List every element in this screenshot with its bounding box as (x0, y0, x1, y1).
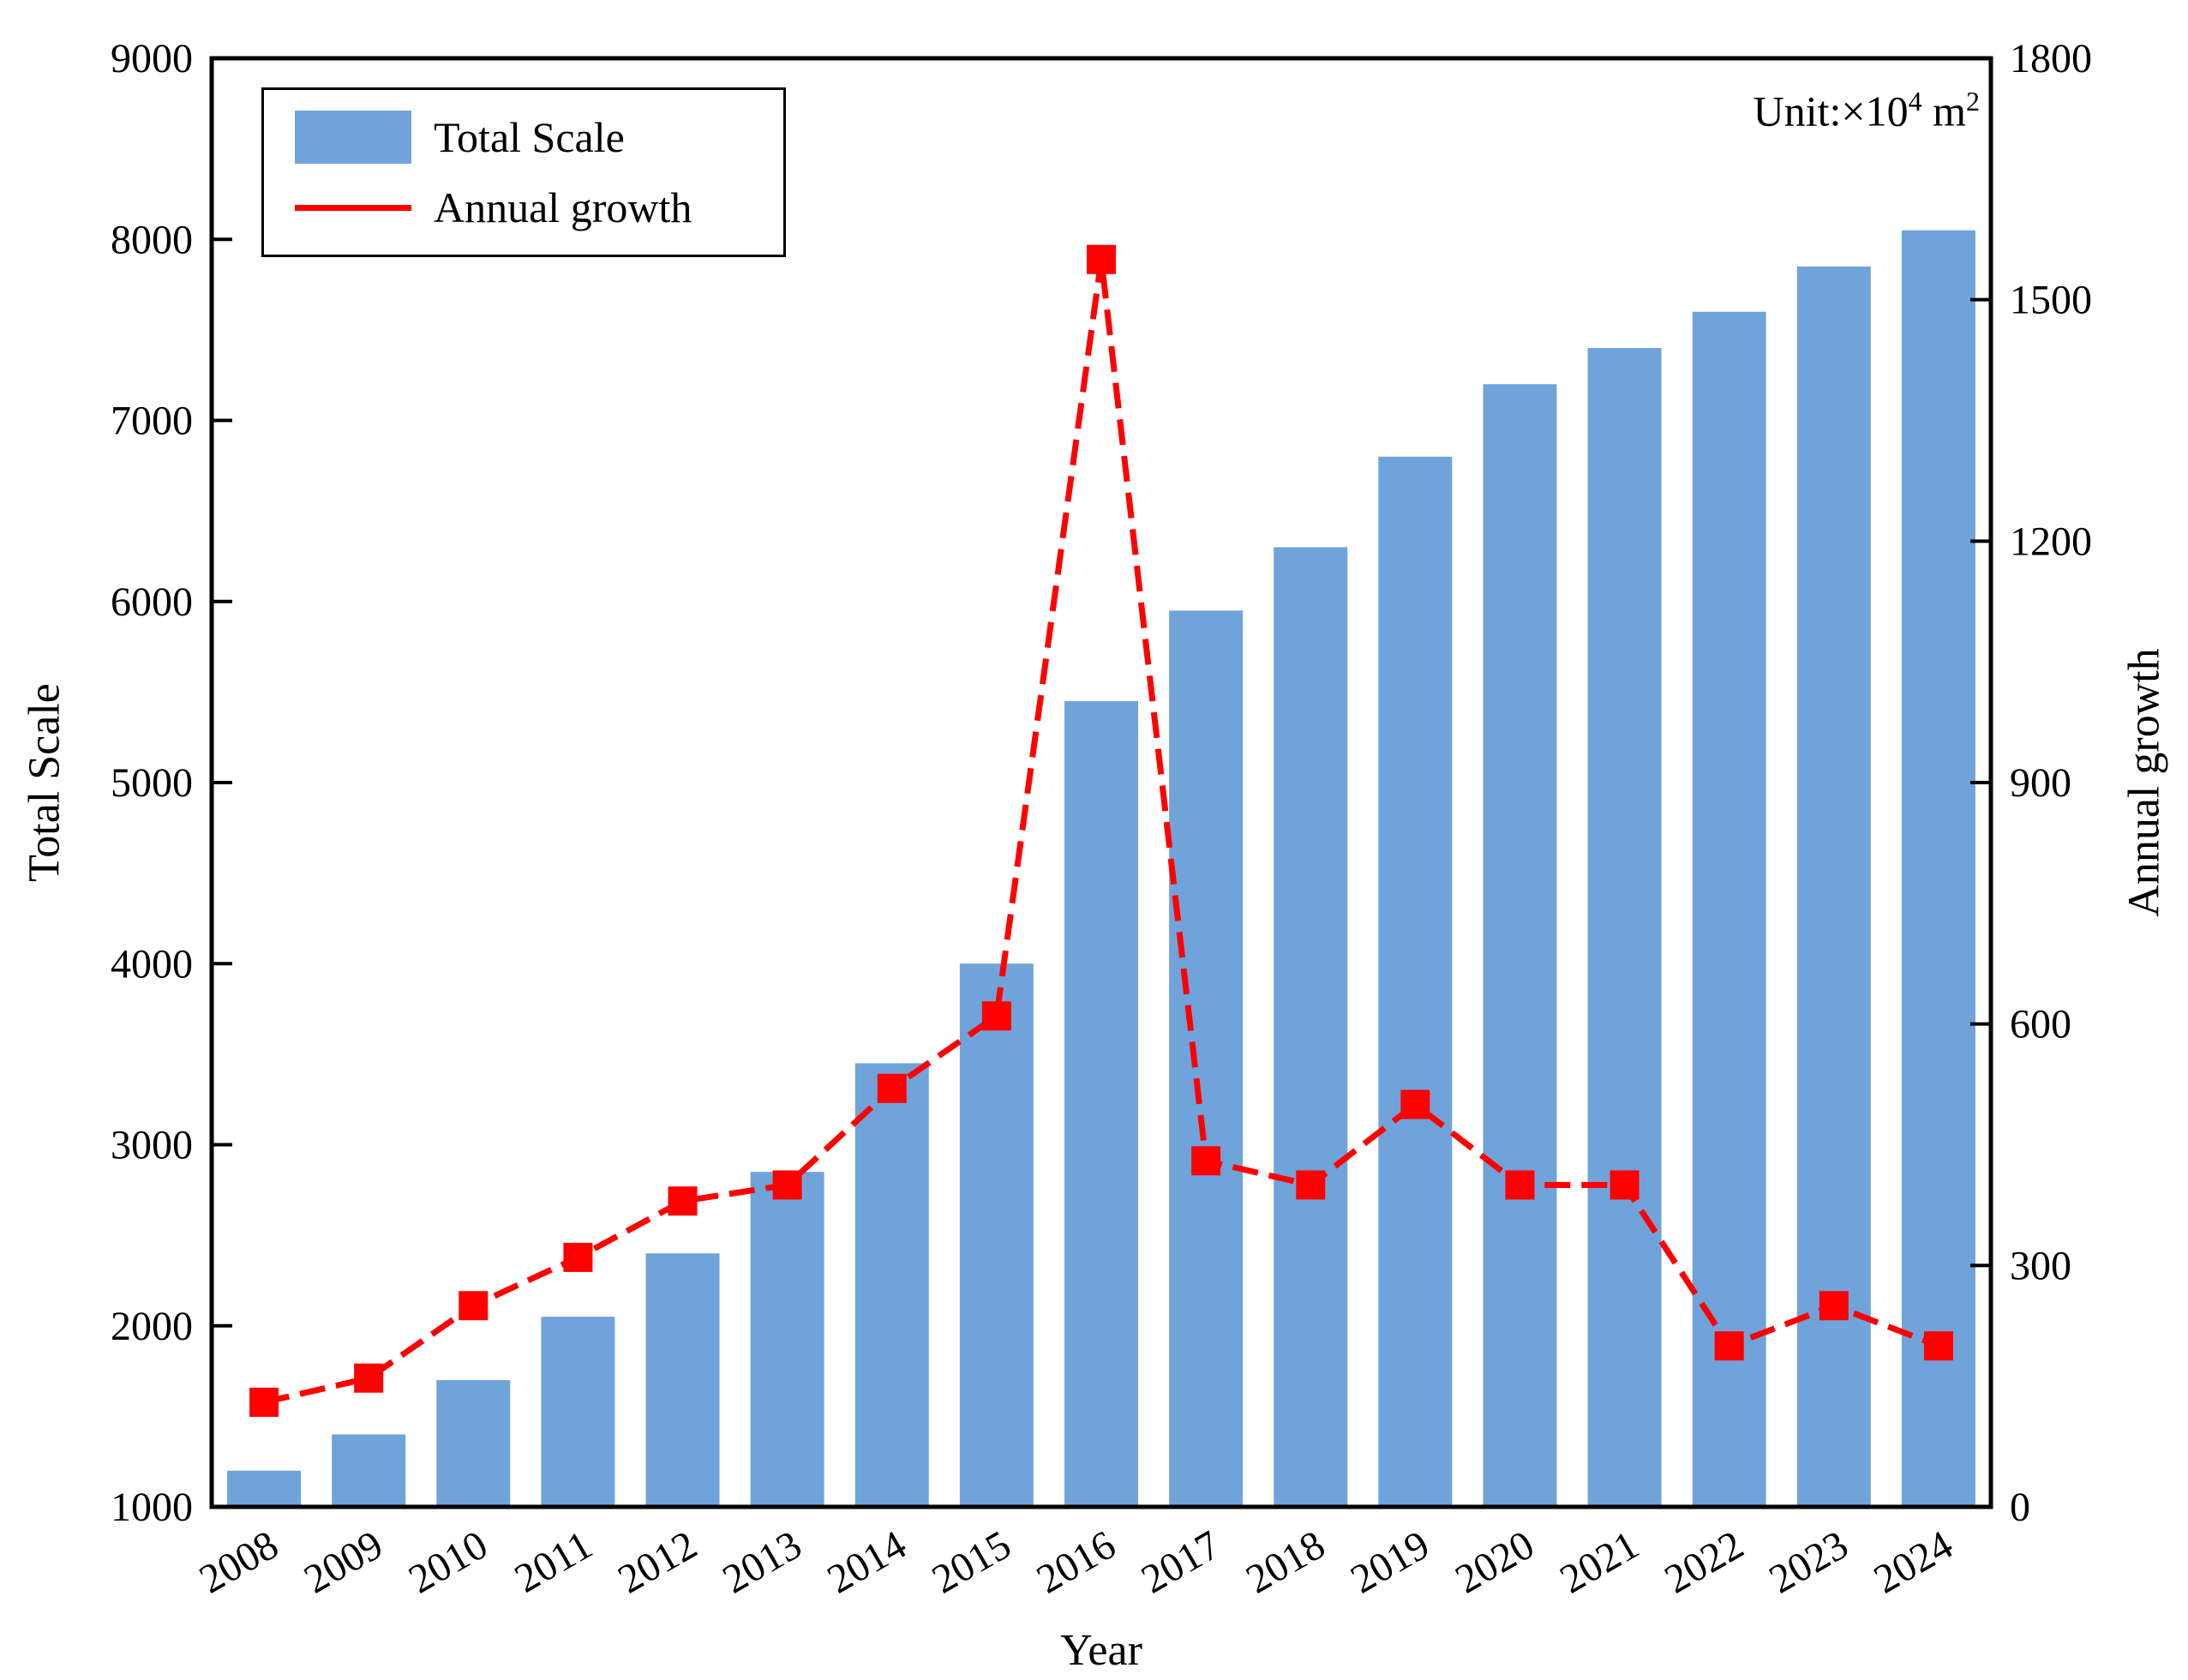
y-left-tick-label: 7000 (111, 399, 193, 444)
line-marker (772, 1170, 802, 1200)
line-marker (1296, 1170, 1326, 1200)
y-left-tick-label: 3000 (111, 1123, 193, 1168)
x-tick-label: 2014 (820, 1522, 914, 1603)
x-tick-label: 2016 (1029, 1522, 1124, 1603)
x-tick-label: 2010 (401, 1522, 495, 1603)
unit-exponent: 4 (1908, 86, 1922, 117)
x-tick-label: 2023 (1762, 1522, 1856, 1603)
x-tick-label: 2017 (1134, 1522, 1228, 1603)
x-tick-label: 2012 (610, 1522, 704, 1603)
legend-bar-swatch (295, 111, 411, 164)
x-tick-label: 2008 (192, 1522, 286, 1603)
bar (1064, 700, 1138, 1507)
x-tick-label: 2018 (1238, 1522, 1333, 1603)
line-marker (877, 1073, 907, 1103)
y-left-tick-label: 2000 (111, 1304, 193, 1349)
line-marker (249, 1387, 279, 1417)
line-marker (668, 1186, 698, 1216)
legend-item-total-scale: Total Scale (295, 102, 775, 172)
line-marker (1087, 244, 1116, 274)
bar (1483, 384, 1557, 1507)
y-right-tick-label: 1200 (2010, 519, 2092, 564)
bar (959, 963, 1034, 1507)
x-tick-label: 2022 (1657, 1522, 1752, 1603)
x-tick-label: 2013 (716, 1522, 810, 1603)
y-left-tick-label: 1000 (111, 1485, 193, 1530)
y-right-tick-label: 1800 (2010, 36, 2092, 81)
line-marker (354, 1363, 384, 1393)
y-left-tick-label: 6000 (111, 579, 193, 625)
legend-line-swatch (295, 204, 411, 211)
bar (1796, 266, 1871, 1507)
bar (332, 1434, 406, 1507)
line-marker (459, 1291, 489, 1321)
x-tick-label: 2019 (1343, 1522, 1437, 1603)
x-tick-label: 2024 (1867, 1522, 1961, 1603)
x-tick-label: 2020 (1448, 1522, 1542, 1603)
y-left-tick-label: 5000 (111, 760, 193, 806)
unit-exponent-2: 2 (1966, 86, 1980, 117)
unit-annotation: Unit:×104 m2 (1753, 86, 1980, 136)
line-marker (981, 1001, 1011, 1031)
y-left-tick-label: 4000 (111, 941, 193, 987)
y-left-tick-label: 8000 (111, 217, 193, 262)
y-left-tick-label: 9000 (111, 36, 193, 81)
y-right-tick-label: 900 (2010, 760, 2071, 806)
legend: Total Scale Annual growth (261, 87, 786, 257)
line-marker (1714, 1331, 1744, 1361)
bar (645, 1253, 720, 1507)
unit-text: Unit:×10 (1753, 87, 1909, 135)
unit-text-mid: m (1921, 87, 1966, 135)
bar (227, 1470, 302, 1507)
bar (1274, 547, 1348, 1507)
legend-label: Total Scale (434, 113, 625, 161)
y-left-axis-title: Total Scale (20, 683, 69, 882)
y-right-tick-label: 1500 (2010, 278, 2092, 323)
y-right-tick-label: 300 (2010, 1243, 2071, 1288)
line-marker (1923, 1331, 1953, 1361)
x-tick-label: 2015 (925, 1522, 1019, 1603)
bar (1901, 230, 1975, 1507)
legend-item-annual-growth: Annual growth (295, 172, 775, 243)
bar (541, 1317, 615, 1507)
bar (436, 1380, 511, 1507)
x-tick-label: 2009 (297, 1522, 391, 1603)
line-marker (1819, 1291, 1849, 1321)
y-right-tick-label: 0 (2010, 1485, 2030, 1530)
bar (1692, 311, 1766, 1507)
y-right-axis-title: Annual growth (2119, 648, 2169, 917)
bar (1587, 348, 1662, 1507)
x-tick-label: 2021 (1552, 1522, 1646, 1603)
line-marker (1610, 1170, 1640, 1200)
legend-label: Annual growth (434, 183, 692, 231)
line-marker (1400, 1089, 1430, 1119)
x-tick-label: 2011 (507, 1522, 600, 1602)
bar (1378, 456, 1453, 1507)
bar (1169, 610, 1244, 1507)
x-axis-title: Year (1060, 1626, 1142, 1675)
bar (854, 1063, 929, 1507)
y-right-tick-label: 600 (2010, 1002, 2071, 1047)
line-marker (1191, 1146, 1221, 1176)
line-marker (1505, 1170, 1535, 1200)
line-marker (563, 1242, 593, 1272)
bar (750, 1172, 824, 1507)
